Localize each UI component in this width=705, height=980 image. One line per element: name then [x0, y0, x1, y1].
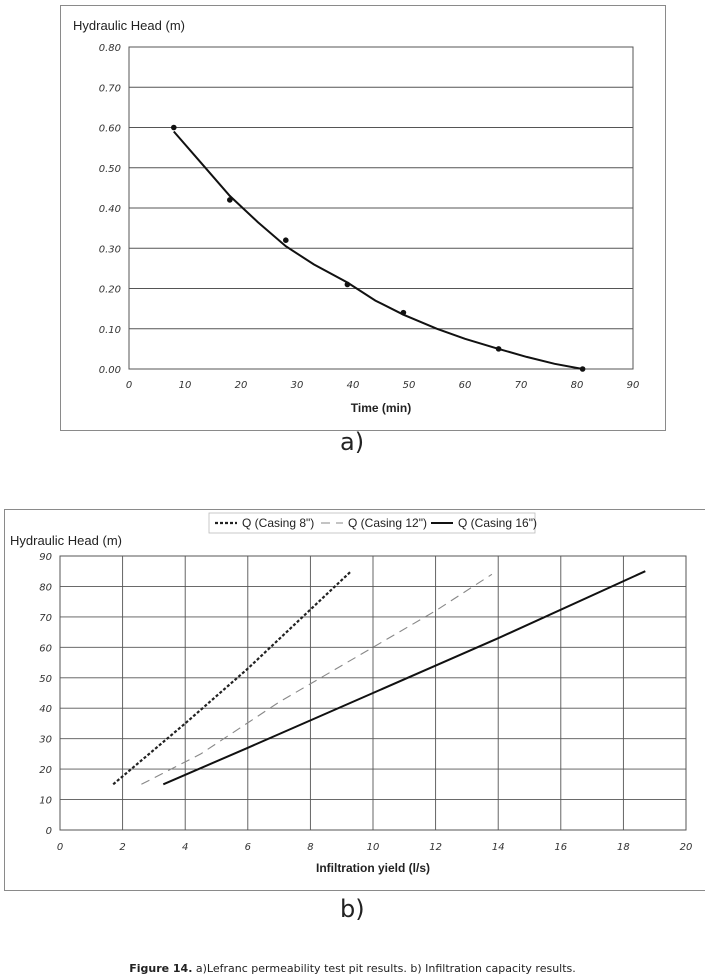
chart-b-x-tick-label: 6 — [245, 842, 251, 853]
caption-text: a)Lefranc permeability test pit results.… — [192, 962, 576, 975]
chart-b-legend-label: Q (Casing 8") — [242, 516, 314, 530]
chart-b-y-tick-label: 30 — [39, 735, 52, 746]
chart-b-y-tick-label: 50 — [39, 674, 52, 685]
chart-b-y-tick-label: 90 — [39, 552, 52, 563]
chart-a-x-tick-label: 90 — [627, 380, 640, 391]
chart-b-plot-area — [59, 555, 687, 831]
chart-a-y-tick-label: 0.10 — [99, 325, 121, 336]
chart-a-y-tick-label: 0.00 — [99, 365, 121, 376]
chart-b-y-tick-label: 70 — [39, 613, 52, 624]
chart-a-x-tick-label: 60 — [459, 380, 472, 391]
chart-a-x-tick-label: 10 — [179, 380, 192, 391]
panel-a-label: a) — [340, 428, 365, 456]
chart-b-svg: 0 10 20 30 40 50 60 70 80 90 0 2 4 6 8 10 12 14 16 18 20 Hydr… — [10, 512, 693, 875]
chart-b-x-tick-label: 16 — [554, 842, 567, 853]
chart-a-data-point — [495, 346, 502, 352]
chart-a-x-tick-label: 30 — [291, 380, 304, 391]
chart-a-data-point — [283, 237, 289, 243]
chart-a-y-tick-label: 0.60 — [99, 124, 121, 135]
chart-b-y-axis-label: Hydraulic Head (m) — [10, 533, 122, 548]
chart-a-frame: 0.00 0.10 0.20 0.30 0.40 0.50 0.60 0.70 0.80 0 10 2… — [60, 5, 666, 431]
chart-b-frame: 0 10 20 30 40 50 60 70 80 90 0 2 4 6 8 10 12 14 16 18 20 Hydr… — [4, 509, 705, 891]
chart-b-x-tick-label: 2 — [119, 842, 125, 853]
chart-b-y-tick-label: 40 — [39, 704, 52, 715]
chart-a-svg: 0.00 0.10 0.20 0.30 0.40 0.50 0.60 0.70 0.80 0 10 2… — [73, 18, 640, 415]
chart-a-plot-area — [128, 46, 634, 370]
chart-b-y-tick-label: 10 — [39, 796, 52, 807]
panel-b-label: b) — [340, 895, 365, 923]
chart-a-y-axis-label: Hydraulic Head (m) — [73, 18, 185, 33]
chart-a-y-tick-label: 0.80 — [99, 43, 121, 54]
chart-a-x-tick-label: 0 — [126, 380, 132, 391]
chart-a-data-point — [227, 197, 233, 203]
chart-a-y-tick-label: 0.20 — [99, 285, 121, 296]
chart-a-x-tick-label: 50 — [403, 380, 416, 391]
chart-a-y-tick-label: 0.50 — [99, 164, 121, 175]
chart-b-x-tick-label: 14 — [492, 842, 505, 853]
chart-a-x-tick-label: 70 — [515, 380, 528, 391]
chart-b-legend-label: Q (Casing 16") — [458, 516, 537, 530]
chart-b-x-tick-label: 20 — [680, 842, 693, 853]
caption-figure-number: Figure 14. — [129, 962, 193, 975]
chart-a-x-tick-label: 80 — [571, 380, 584, 391]
figure-caption: Figure 14. a)Lefranc permeability test p… — [0, 962, 705, 975]
chart-a-x-axis-label: Time (min) — [351, 401, 411, 415]
chart-a-data-point — [344, 281, 351, 288]
chart-b-y-tick-label: 80 — [39, 582, 52, 593]
chart-b-series-line — [162, 570, 646, 786]
chart-b-y-tick-label: 60 — [39, 643, 52, 654]
chart-a-data-point — [579, 366, 586, 372]
chart-b-x-tick-label: 12 — [429, 842, 442, 853]
chart-a-trendline — [173, 130, 583, 370]
chart-b-series-line — [112, 570, 352, 786]
chart-a-data-point — [171, 124, 177, 131]
chart-a-x-tick-label: 40 — [347, 380, 360, 391]
chart-b-y-tick-label: 20 — [39, 765, 52, 776]
chart-a-y-tick-label: 0.40 — [99, 204, 121, 215]
chart-a-y-tick-label: 0.70 — [99, 83, 121, 94]
chart-b-x-tick-label: 10 — [367, 842, 380, 853]
chart-a-data-point — [400, 309, 407, 316]
chart-b-x-tick-label: 4 — [182, 842, 188, 853]
chart-b-x-tick-label: 0 — [57, 842, 63, 853]
chart-b-series-line — [141, 573, 493, 785]
chart-b-x-axis-label: Infiltration yield (l/s) — [316, 861, 430, 875]
chart-a-y-tick-label: 0.30 — [99, 244, 121, 255]
chart-b-x-tick-label: 18 — [617, 842, 630, 853]
chart-b-y-tick-label: 0 — [46, 826, 52, 837]
chart-b-legend-box — [208, 512, 536, 534]
chart-a-x-tick-label: 20 — [235, 380, 248, 391]
chart-b-x-tick-label: 8 — [307, 842, 313, 853]
chart-b-legend-label: Q (Casing 12") — [348, 516, 427, 530]
